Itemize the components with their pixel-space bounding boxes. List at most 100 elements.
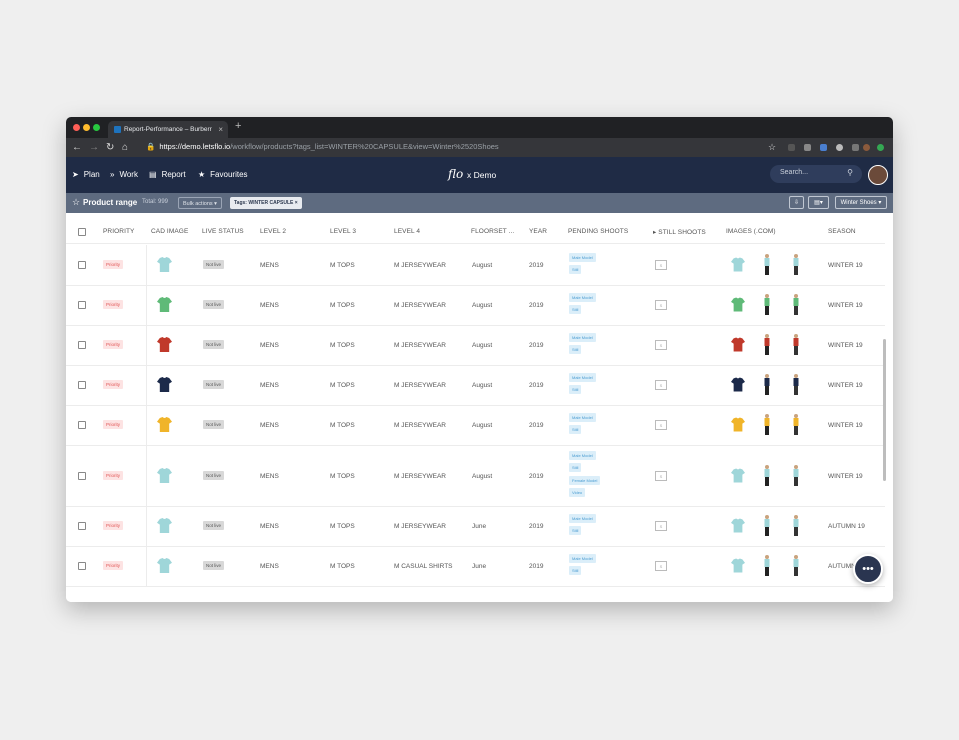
nav-report[interactable]: ▤ Report	[149, 170, 186, 179]
product-image[interactable]	[731, 557, 745, 579]
vertical-scrollbar[interactable]	[883, 339, 886, 481]
product-image[interactable]	[731, 376, 745, 398]
column-header-year[interactable]: YEAR	[529, 228, 548, 235]
back-arrow-icon[interactable]: ←	[72, 142, 82, 153]
column-header-images[interactable]: IMAGES (.COM)	[726, 228, 776, 235]
cad-image[interactable]	[157, 467, 172, 489]
pending-shoot-tag[interactable]: Female Model	[569, 475, 601, 485]
extension-icon[interactable]	[804, 144, 811, 151]
maximize-window-icon[interactable]	[93, 124, 100, 131]
pending-shoot-tag[interactable]: Still	[569, 265, 582, 274]
extension-icon[interactable]	[788, 144, 795, 151]
view-selector[interactable]: Winter Shoes ▾	[835, 196, 887, 209]
row-checkbox[interactable]	[78, 421, 86, 429]
chat-button[interactable]: •••	[853, 554, 883, 584]
model-image[interactable]	[763, 254, 771, 281]
extension-icon[interactable]	[820, 144, 827, 151]
pending-shoot-tag[interactable]: Male Model	[569, 412, 596, 422]
product-image[interactable]	[731, 416, 745, 438]
pending-shoot-tag[interactable]: Male Model	[569, 292, 596, 302]
nav-favourites[interactable]: ★ Favourites	[198, 170, 248, 179]
still-shoot-box[interactable]: S	[655, 380, 667, 390]
pending-shoot-tag[interactable]: Male Model	[569, 553, 596, 563]
model-image[interactable]	[763, 374, 771, 401]
product-image[interactable]	[731, 467, 745, 489]
url-field[interactable]: 🔒 https://demo.letsflo.io/workflow/produc…	[146, 142, 499, 151]
pending-shoot-tag[interactable]: Still	[569, 566, 582, 575]
model-image[interactable]	[792, 464, 800, 492]
row-checkbox[interactable]	[78, 562, 86, 570]
pending-shoot-tag[interactable]: Male Model	[569, 372, 596, 382]
extension-icon[interactable]	[877, 144, 884, 151]
cad-image[interactable]	[157, 256, 172, 278]
model-image[interactable]	[763, 334, 771, 361]
still-shoot-box[interactable]: S	[655, 260, 667, 270]
profile-icon[interactable]	[863, 144, 870, 151]
column-header-level-3[interactable]: LEVEL 3	[330, 228, 357, 235]
row-checkbox[interactable]	[78, 471, 86, 480]
column-header-level-2[interactable]: LEVEL 2	[260, 228, 287, 235]
still-shoot-box[interactable]: S	[655, 470, 667, 481]
column-header-season[interactable]: SEASON	[828, 228, 856, 235]
favourite-star-icon[interactable]: ☆	[72, 197, 81, 207]
still-shoot-box[interactable]: S	[655, 340, 667, 350]
product-image[interactable]	[731, 296, 745, 318]
model-image[interactable]	[763, 464, 771, 492]
still-shoot-box[interactable]: S	[655, 561, 667, 571]
model-image[interactable]	[792, 294, 800, 321]
cad-image[interactable]	[157, 296, 172, 318]
pending-shoot-tag[interactable]: Still	[569, 425, 582, 434]
still-shoot-box[interactable]: S	[655, 300, 667, 310]
model-image[interactable]	[792, 555, 800, 582]
column-header-live-status[interactable]: LIVE STATUS	[202, 228, 244, 235]
model-image[interactable]	[763, 555, 771, 582]
home-icon[interactable]: ⌂	[122, 142, 129, 153]
still-shoot-box[interactable]: S	[655, 521, 667, 531]
column-header-priority[interactable]: PRIORITY	[103, 228, 135, 235]
pending-shoot-tag[interactable]: Male Model	[569, 332, 596, 342]
model-image[interactable]	[763, 414, 771, 441]
chart-view-button[interactable]: ▤▾	[808, 196, 829, 209]
product-image[interactable]	[731, 336, 745, 358]
row-checkbox[interactable]	[78, 522, 86, 530]
nav-work[interactable]: » Work	[110, 170, 138, 179]
cad-image[interactable]	[157, 557, 172, 579]
browser-tab[interactable]: Report-Performance – Burberr ×	[108, 121, 228, 138]
model-image[interactable]	[763, 515, 771, 542]
minimize-window-icon[interactable]	[83, 124, 90, 131]
row-checkbox[interactable]	[78, 261, 86, 269]
pending-shoot-tag[interactable]: Male Model	[569, 450, 596, 460]
tab-close-icon[interactable]: ×	[218, 125, 223, 134]
column-header-cad-image[interactable]: CAD IMAGE	[151, 228, 189, 235]
column-header-pending-shoots[interactable]: PENDING SHOOTS	[568, 228, 629, 235]
pending-shoot-tag[interactable]: Male Model	[569, 252, 596, 262]
model-image[interactable]	[792, 374, 800, 401]
cad-image[interactable]	[157, 517, 172, 539]
avatar[interactable]	[868, 165, 888, 185]
cad-image[interactable]	[157, 376, 172, 398]
pending-shoot-tag[interactable]: Still	[569, 305, 582, 314]
extension-icon[interactable]	[836, 144, 843, 151]
reload-icon[interactable]: ↻	[106, 142, 115, 153]
forward-arrow-icon[interactable]: →	[89, 142, 99, 153]
column-header-level-4[interactable]: LEVEL 4	[394, 228, 421, 235]
row-checkbox[interactable]	[78, 341, 86, 349]
pending-shoot-tag[interactable]: Video	[569, 488, 586, 497]
cad-image[interactable]	[157, 416, 172, 438]
extension-icon[interactable]	[852, 144, 859, 151]
pending-shoot-tag[interactable]: Still	[569, 463, 582, 472]
product-image[interactable]	[731, 256, 745, 278]
row-checkbox[interactable]	[78, 381, 86, 389]
new-tab-button[interactable]: +	[235, 120, 242, 132]
model-image[interactable]	[792, 414, 800, 441]
close-window-icon[interactable]	[73, 124, 80, 131]
select-all-checkbox[interactable]	[78, 228, 86, 236]
model-image[interactable]	[763, 294, 771, 321]
bookmark-star-icon[interactable]: ☆	[768, 142, 777, 152]
model-image[interactable]	[792, 515, 800, 542]
still-shoot-box[interactable]: S	[655, 420, 667, 430]
model-image[interactable]	[792, 254, 800, 281]
product-image[interactable]	[731, 517, 745, 539]
pending-shoot-tag[interactable]: Still	[569, 345, 582, 354]
pending-shoot-tag[interactable]: Still	[569, 385, 582, 394]
